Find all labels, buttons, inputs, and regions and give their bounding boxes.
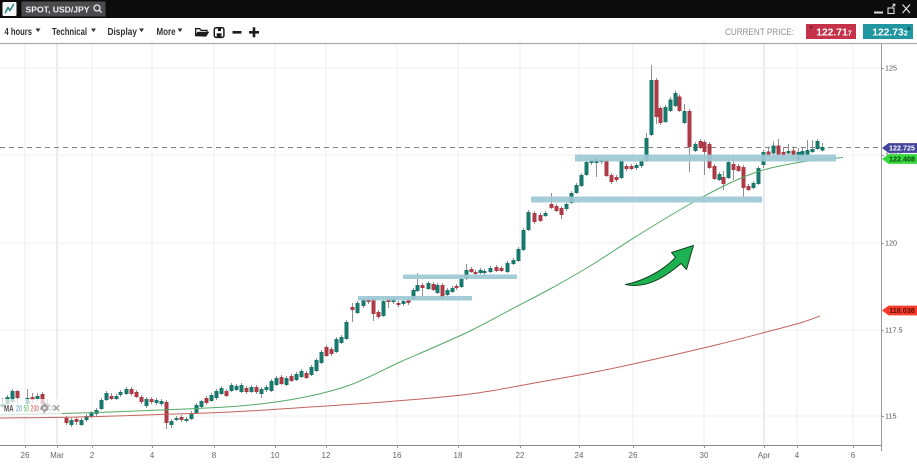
svg-text:CURRENT PRICE:: CURRENT PRICE: bbox=[725, 27, 794, 37]
svg-text:8: 8 bbox=[212, 451, 217, 460]
svg-text:More: More bbox=[157, 26, 176, 38]
svg-text:16: 16 bbox=[393, 451, 402, 460]
svg-text:122.408: 122.408 bbox=[889, 155, 915, 164]
svg-text:200: 200 bbox=[31, 404, 40, 414]
svg-text:120: 120 bbox=[885, 239, 897, 248]
svg-text:10: 10 bbox=[271, 451, 280, 460]
svg-text:122.717: 122.717 bbox=[816, 27, 852, 38]
svg-text:20: 20 bbox=[16, 404, 22, 414]
svg-text:SPOT, USD/JPY: SPOT, USD/JPY bbox=[26, 5, 90, 15]
svg-text:2: 2 bbox=[90, 451, 95, 460]
svg-text:115: 115 bbox=[885, 412, 896, 421]
svg-text:26: 26 bbox=[629, 451, 638, 460]
svg-text:Apr: Apr bbox=[758, 451, 771, 460]
svg-text:Mar: Mar bbox=[50, 451, 64, 460]
svg-text:22: 22 bbox=[516, 451, 525, 460]
svg-text:117.5: 117.5 bbox=[885, 326, 902, 335]
svg-text:Technical: Technical bbox=[52, 26, 87, 38]
svg-text:4: 4 bbox=[150, 451, 155, 460]
svg-text:4 hours: 4 hours bbox=[5, 26, 33, 38]
svg-text:122.732: 122.732 bbox=[872, 27, 908, 38]
svg-text:24: 24 bbox=[575, 451, 584, 460]
svg-text:12: 12 bbox=[322, 451, 331, 460]
svg-text:30: 30 bbox=[700, 451, 709, 460]
svg-text:118.038: 118.038 bbox=[889, 306, 915, 315]
svg-text:50: 50 bbox=[24, 404, 30, 414]
svg-text:122.725: 122.725 bbox=[889, 144, 915, 153]
svg-text:Display: Display bbox=[108, 26, 138, 38]
svg-text:26: 26 bbox=[21, 451, 30, 460]
svg-text:6: 6 bbox=[851, 451, 856, 460]
svg-text:125: 125 bbox=[885, 64, 897, 73]
svg-text:18: 18 bbox=[454, 451, 463, 460]
svg-text:4: 4 bbox=[795, 451, 800, 460]
svg-text:MA: MA bbox=[4, 404, 14, 414]
